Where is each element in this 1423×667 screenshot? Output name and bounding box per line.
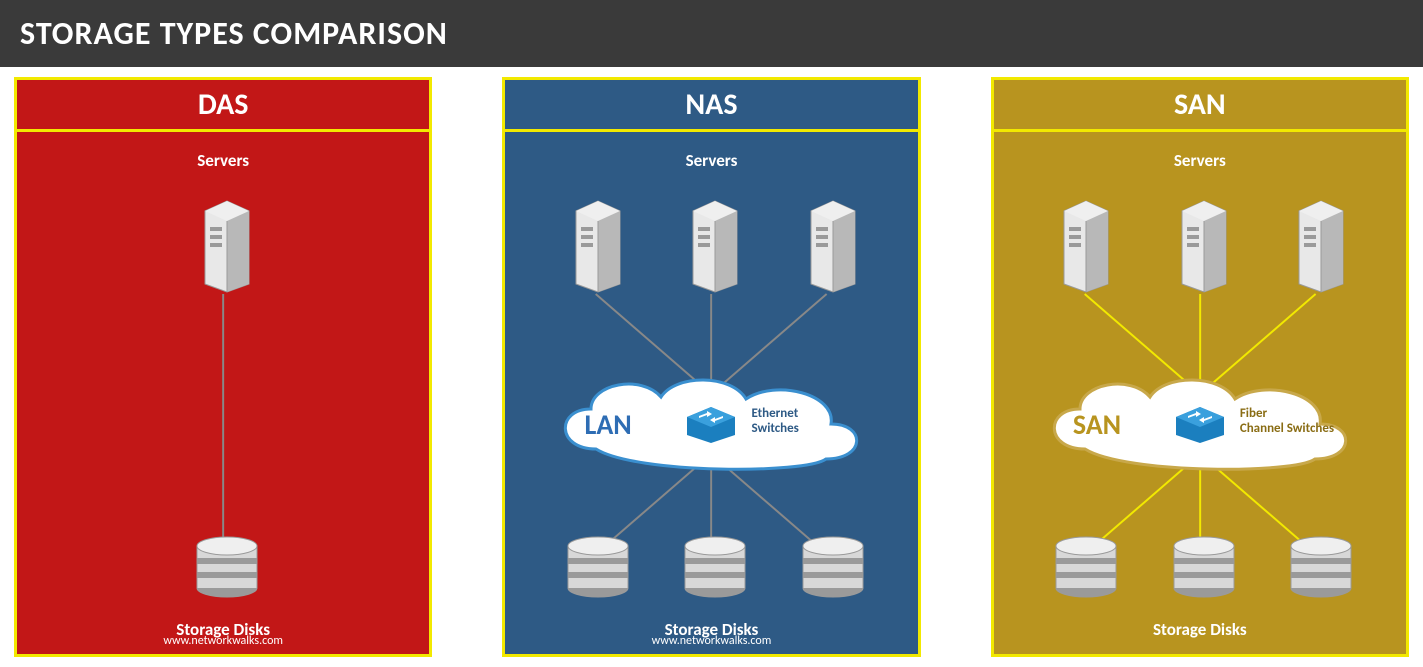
server-icon [1174, 199, 1234, 294]
storage-disk-icon [1286, 534, 1356, 599]
network-cloud: LAN EthernetSwitches [546, 369, 876, 479]
server-icon [803, 199, 863, 294]
storage-disk-icon [798, 534, 868, 599]
servers-label: Servers [17, 150, 429, 171]
server-icon [197, 199, 257, 294]
storage-disk-icon [1051, 534, 1121, 599]
server-icon [1056, 199, 1116, 294]
servers-label: Servers [994, 150, 1406, 171]
panel-title-nas: NAS [505, 80, 917, 132]
cloud-sublabel: EthernetSwitches [751, 407, 798, 437]
panel-nas: NAS Servers [502, 77, 920, 657]
disks-label: Storage Disks [994, 619, 1406, 640]
cloud-sublabel: FiberChannel Switches [1240, 407, 1334, 437]
page-title: STORAGE TYPES COMPARISON [0, 0, 1423, 67]
storage-disk-icon [1169, 534, 1239, 599]
server-icon [1291, 199, 1351, 294]
network-cloud: SAN FiberChannel Switches [1035, 369, 1365, 479]
servers-label: Servers [505, 150, 917, 171]
panel-title-san: SAN [994, 80, 1406, 132]
server-icon [568, 199, 628, 294]
server-icon [685, 199, 745, 294]
cloud-label: SAN [1073, 407, 1121, 442]
footer-url: www.networkwalks.com [505, 634, 917, 648]
cloud-label: LAN [584, 407, 631, 442]
panel-title-das: DAS [17, 80, 429, 132]
footer-url: www.networkwalks.com [17, 634, 429, 648]
storage-disk-icon [680, 534, 750, 599]
network-switch-icon [1170, 403, 1230, 448]
panel-san: SAN Servers [991, 77, 1409, 657]
storage-disk-icon [192, 534, 262, 599]
panel-das: DAS Servers Storage Disks [14, 77, 432, 657]
storage-disk-icon [563, 534, 633, 599]
network-switch-icon [681, 403, 741, 448]
